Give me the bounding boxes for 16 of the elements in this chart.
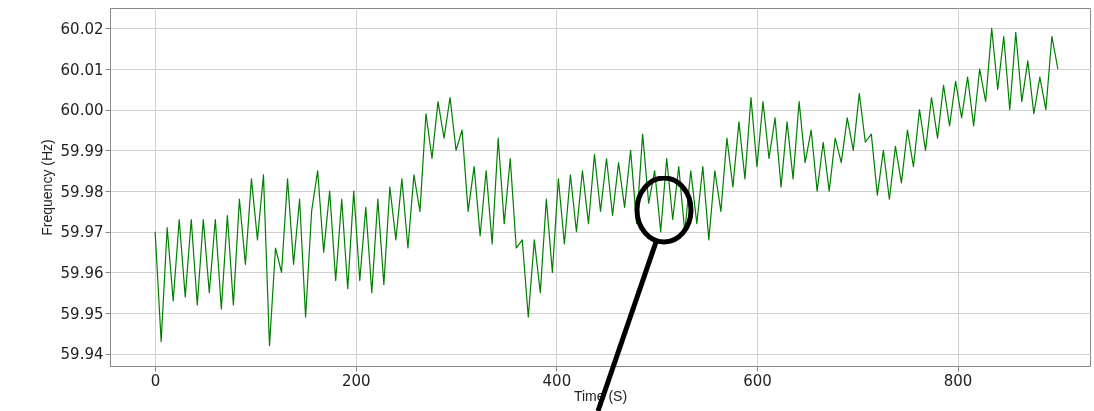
y-tick-label: 59.96 [60,263,104,282]
y-tick-label: 60.01 [60,60,104,79]
y-tick-label: 60.02 [60,19,104,38]
line-series [154,27,1059,347]
y-tick-label: 59.95 [60,304,104,323]
x-tick-label: 0 [150,371,161,390]
x-tick-label: 800 [943,371,973,390]
y-axis-title: Frequency (Hz) [38,139,55,236]
y-tick-label: 59.97 [60,223,104,242]
y-tick-label: 59.98 [60,182,104,201]
x-tick-label: 200 [341,371,371,390]
x-tick-label: 600 [743,371,772,390]
x-tick-label: 400 [542,371,572,390]
y-tick-label: 59.94 [60,345,104,364]
y-tick-label: 59.99 [60,141,104,160]
y-tick-label: 60.00 [60,101,104,120]
